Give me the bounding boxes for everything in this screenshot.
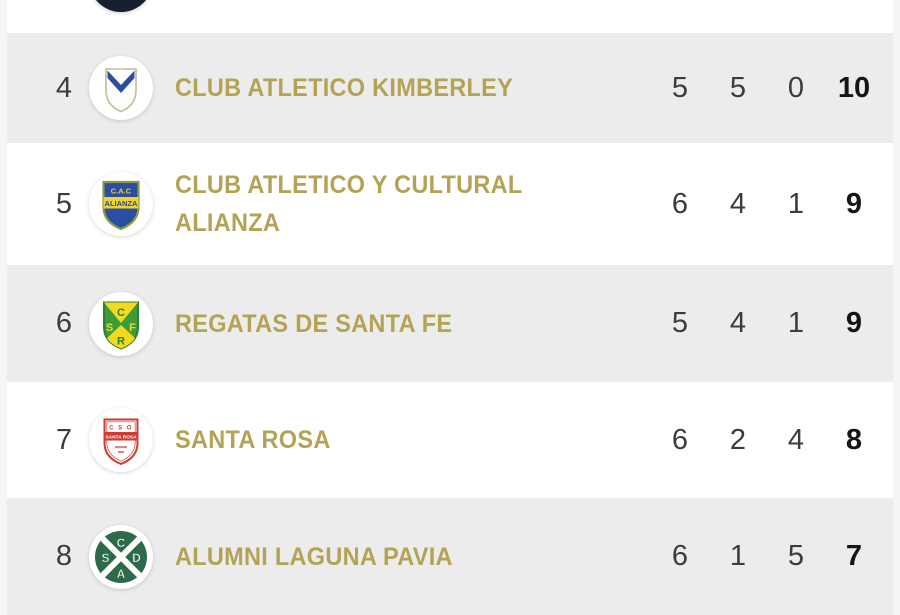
stat-points: 8 — [845, 423, 863, 456]
standings-row-partial[interactable] — [7, 0, 893, 33]
stat-value: 1 — [787, 187, 805, 220]
kimberley-crest-icon — [89, 56, 153, 120]
standings-row-santa-rosa[interactable]: 7 C S O SANTA ROSA SANTA ROSA 6 2 4 8 — [7, 382, 893, 498]
position-number: 7 — [55, 423, 73, 456]
alianza-crest-icon: C.A.C ALIANZA — [89, 172, 153, 236]
alumni-crest-letter-left: S — [101, 551, 109, 565]
alianza-crest-top-text: C.A.C — [111, 187, 132, 196]
alianza-crest-band-text: ALIANZA — [105, 199, 138, 208]
stat-value: 4 — [729, 187, 747, 220]
santa-rosa-crest-icon: C S O SANTA ROSA — [89, 408, 153, 472]
stat-value: 1 — [787, 307, 805, 339]
club-name: REGATAS DE SANTA FE — [175, 309, 453, 338]
regatas-crest-letter-left: S — [106, 322, 113, 334]
stat-value: 6 — [671, 540, 689, 572]
stat-value: 4 — [729, 307, 747, 339]
stat-value: 6 — [671, 423, 689, 456]
alumni-crest-icon: C S D A — [89, 524, 153, 589]
stat-value: 0 — [787, 71, 805, 104]
stat-points: 9 — [845, 307, 863, 339]
stat-value: 4 — [787, 423, 805, 456]
standings-row-regatas[interactable]: 6 C S F R REGATAS DE SANTA FE 5 4 1 9 — [7, 265, 893, 382]
stat-points: 7 — [845, 540, 863, 572]
santa-rosa-crest-band-text: SANTA ROSA — [105, 434, 137, 440]
regatas-crest-letter-bottom: R — [117, 335, 125, 347]
stat-points: 9 — [845, 187, 863, 220]
alumni-crest-letter-right: D — [132, 551, 141, 565]
club-name: CLUB ATLETICO Y CULTURAL ALIANZA — [175, 171, 523, 237]
stat-value: 5 — [787, 540, 805, 572]
stat-points: 10 — [837, 71, 871, 104]
position-number: 4 — [55, 71, 73, 104]
alumni-crest-letter-top: C — [117, 536, 126, 550]
stat-value: 2 — [729, 423, 747, 456]
club-name: CLUB ATLETICO KIMBERLEY — [175, 74, 514, 102]
regatas-crest-letter-top: C — [117, 307, 125, 319]
dark-club-crest-partial-icon — [89, 0, 153, 12]
club-name: SANTA ROSA — [175, 426, 331, 454]
club-name: ALUMNI LAGUNA PAVIA — [175, 542, 453, 571]
standings-table: 4 CLUB ATLETICO KIMBERLEY 5 5 0 10 5 C.A… — [7, 0, 893, 615]
standings-row-kimberley[interactable]: 4 CLUB ATLETICO KIMBERLEY 5 5 0 10 — [7, 33, 893, 143]
stat-value: 5 — [729, 71, 747, 104]
standings-row-alumni[interactable]: 8 C S D A ALUMNI LAGUNA PAVIA 6 1 5 7 — [7, 498, 893, 615]
stat-value: 5 — [671, 71, 689, 104]
standings-row-alianza[interactable]: 5 C.A.C ALIANZA CLUB ATLETICO Y CULTURAL… — [7, 143, 893, 265]
position-number: 8 — [55, 540, 73, 572]
stat-value: 6 — [671, 187, 689, 220]
alumni-crest-letter-bottom: A — [117, 567, 126, 581]
stat-value: 5 — [671, 307, 689, 339]
santa-rosa-crest-top-text: C S O — [109, 426, 133, 432]
regatas-crest-icon: C S F R — [89, 291, 153, 356]
regatas-crest-letter-right: F — [129, 322, 136, 334]
position-number: 5 — [55, 187, 73, 220]
position-number: 6 — [55, 307, 73, 339]
stat-value: 1 — [729, 540, 747, 572]
